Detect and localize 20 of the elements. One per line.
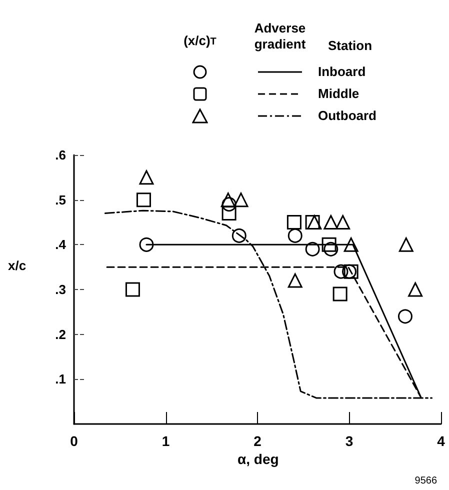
x-tick-label: 0 xyxy=(70,433,78,449)
x-tick-label: 1 xyxy=(162,433,170,449)
text: 9566 xyxy=(414,476,438,486)
legend-label: Middle xyxy=(318,86,360,101)
legend-label: Outboard xyxy=(318,108,377,123)
x-tick-label: 3 xyxy=(345,433,354,449)
y-tick-label: .6 xyxy=(55,148,66,162)
x-tick-label: 4 xyxy=(437,433,446,449)
legend-title: Station xyxy=(328,38,372,53)
legend-label: Inboard xyxy=(318,64,366,79)
y-tick-label: .1 xyxy=(55,372,66,387)
y-tick-label: .3 xyxy=(55,282,66,297)
y-tick-label: .2 xyxy=(55,326,66,342)
y-tick-label: .4 xyxy=(55,237,67,252)
y-axis-title: x/c xyxy=(8,258,26,274)
y-tick-label: .5 xyxy=(55,192,66,208)
text: Adverse gradient xyxy=(254,20,306,52)
x-tick-label: 2 xyxy=(254,433,262,449)
x-axis-title: α, deg xyxy=(238,451,279,467)
text: (x/c)T xyxy=(184,33,216,48)
